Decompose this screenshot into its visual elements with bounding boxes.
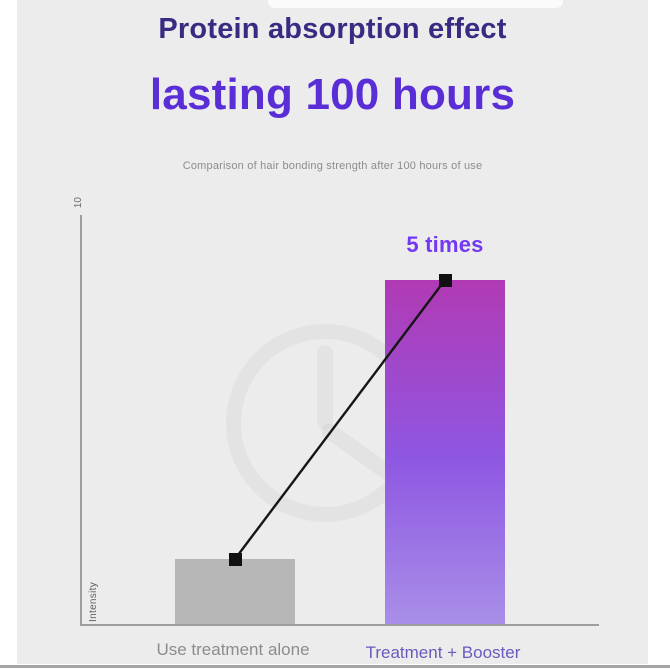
x-label-treatment-booster: Treatment + Booster bbox=[365, 643, 521, 662]
top-rounded-strip bbox=[268, 0, 563, 8]
y-axis-max-tick: 10 bbox=[73, 197, 84, 209]
slide-canvas: Protein absorption effect lasting 100 ho… bbox=[17, 0, 648, 664]
title-line-2: lasting 100 hours bbox=[149, 70, 516, 119]
data-marker-right bbox=[438, 273, 452, 287]
bar-use-treatment-alone bbox=[175, 559, 295, 624]
bar-chart: 10 Intensity 5 times bbox=[73, 197, 599, 626]
chart-subtitle: Comparison of hair bonding strength afte… bbox=[182, 160, 483, 172]
bottom-edge-line bbox=[0, 665, 670, 668]
bar-treatment-booster bbox=[385, 280, 505, 624]
title-line-1: Protein absorption effect bbox=[158, 13, 507, 45]
connector-line bbox=[234, 279, 446, 560]
ratio-annotation: 5 times bbox=[406, 232, 484, 257]
x-label-use-treatment-alone: Use treatment alone bbox=[156, 640, 310, 659]
data-marker-left bbox=[228, 552, 242, 566]
